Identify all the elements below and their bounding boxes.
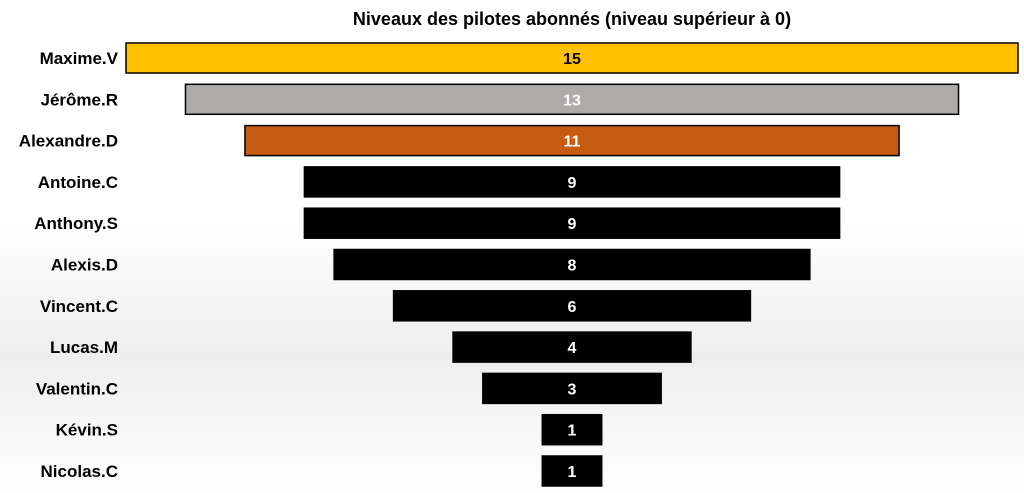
bar-alexis-d	[333, 248, 811, 281]
value-label-valentin-c: 3	[568, 381, 577, 398]
bar-j-r-me-r	[184, 83, 960, 116]
category-label-k-vin-s: Kévin.S	[56, 421, 118, 440]
bar-valentin-c	[482, 372, 662, 405]
bar-alexandre-d	[244, 124, 900, 157]
bar-k-vin-s	[541, 413, 603, 446]
value-label-alexis-d: 8	[568, 258, 577, 275]
category-label-j-r-me-r: Jérôme.R	[41, 90, 118, 109]
category-label-maxime-v: Maxime.V	[40, 49, 119, 68]
value-label-nicolas-c: 1	[568, 464, 577, 481]
bar-vincent-c	[392, 290, 752, 322]
category-label-vincent-c: Vincent.C	[40, 297, 118, 316]
category-label-alexandre-d: Alexandre.D	[19, 132, 118, 151]
bar-lucas-m	[452, 331, 692, 363]
value-label-antoine-c: 9	[568, 175, 577, 192]
value-label-maxime-v: 15	[563, 51, 581, 68]
value-label-k-vin-s: 1	[568, 423, 577, 440]
bar-antoine-c	[303, 166, 841, 198]
category-label-valentin-c: Valentin.C	[36, 379, 118, 398]
bar-maxime-v	[125, 42, 1019, 74]
category-label-lucas-m: Lucas.M	[50, 338, 118, 357]
bar-anthony-s	[303, 207, 841, 239]
category-label-nicolas-c: Nicolas.C	[41, 462, 118, 481]
category-label-anthony-s: Anthony.S	[34, 214, 118, 233]
value-label-alexandre-d: 11	[564, 134, 581, 151]
value-label-j-r-me-r: 13	[563, 92, 581, 109]
value-label-lucas-m: 4	[568, 340, 577, 357]
chart-title: Niveaux des pilotes abonnés (niveau supé…	[353, 9, 791, 29]
category-label-antoine-c: Antoine.C	[38, 173, 118, 192]
value-label-anthony-s: 9	[568, 216, 577, 233]
category-label-alexis-d: Alexis.D	[51, 256, 118, 275]
bar-nicolas-c	[541, 455, 603, 487]
value-label-vincent-c: 6	[568, 299, 577, 316]
